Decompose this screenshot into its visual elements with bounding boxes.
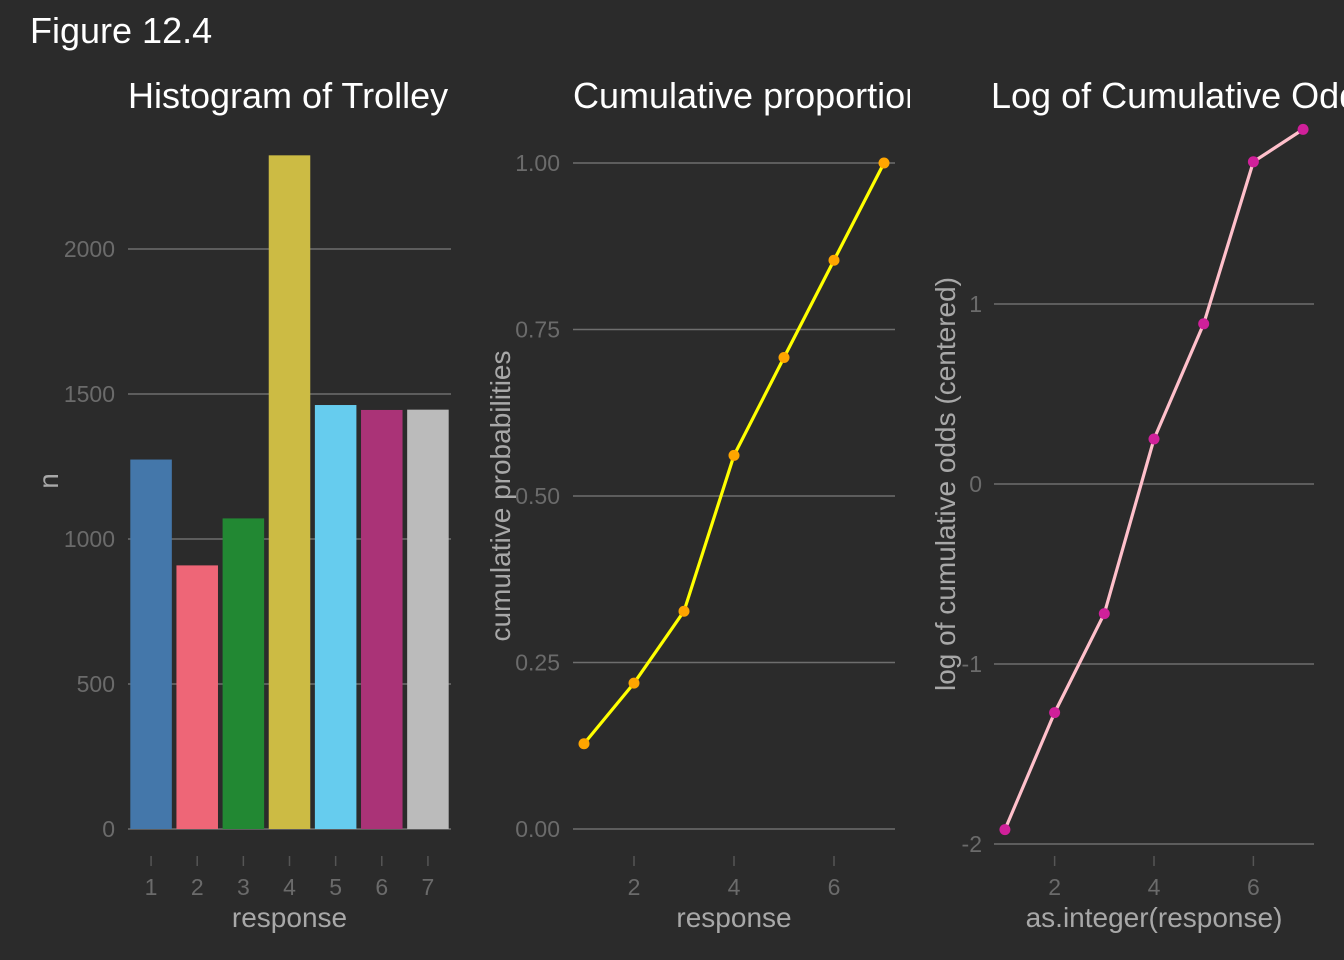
- data-point-3: [678, 605, 690, 617]
- figure-title: Figure 12.4: [30, 10, 213, 51]
- data-point-6: [828, 254, 840, 266]
- y-axis-label: n: [33, 473, 64, 489]
- y-tick-label: 0.75: [515, 317, 560, 343]
- bar-7: [407, 409, 449, 829]
- y-tick-label: 1000: [64, 526, 115, 552]
- cumulative-proportions-panel: Cumulative proportions 0.00 0.25 0.50 0.75 1.…: [485, 75, 943, 933]
- bar-4: [268, 155, 311, 829]
- x-tick-label: 6: [1247, 874, 1260, 900]
- data-point-2: [1049, 707, 1061, 719]
- data-point-4: [1148, 433, 1160, 445]
- series-clip: [578, 157, 890, 750]
- y-tick-label: 0.50: [515, 483, 560, 509]
- data-point-6: [1247, 156, 1259, 168]
- y-tick-label: 0.00: [515, 816, 560, 842]
- panel-title-clip: Cumulative proportions: [573, 75, 943, 116]
- series-clip: [999, 123, 1309, 836]
- x-tick-label: 2: [1048, 874, 1061, 900]
- x-axis-label: as.integer(response): [1026, 902, 1283, 933]
- panel-title: Histogram of Trolley: [128, 75, 448, 116]
- data-point-3: [1098, 608, 1110, 620]
- data-point-2: [628, 677, 640, 689]
- x-tick-label: 7: [422, 874, 435, 900]
- y-tick-label: 1.00: [515, 150, 560, 176]
- bar-1: [130, 459, 172, 829]
- bar-3: [222, 518, 265, 829]
- x-tick-label: 2: [628, 874, 641, 900]
- y-tick-label: -1: [962, 651, 982, 677]
- x-tick-label: 5: [329, 874, 342, 900]
- data-point-1: [999, 824, 1011, 836]
- y-axis-label: log of cumulative odds (centered): [930, 277, 961, 691]
- x-tick-label: 6: [375, 874, 388, 900]
- data-point-5: [778, 351, 790, 363]
- data-point-7: [878, 157, 890, 169]
- data-point-5: [1198, 318, 1210, 330]
- panel-title-clip: Histogram of Trolley: [128, 75, 448, 116]
- y-tick-label: 1: [969, 291, 982, 317]
- bar-2: [176, 565, 218, 829]
- data-point-7: [1297, 123, 1309, 135]
- x-tick-label: 4: [728, 874, 741, 900]
- y-axis-label: cumulative probabilities: [485, 350, 516, 641]
- bar-6: [361, 409, 403, 829]
- y-tick-label: 1500: [64, 381, 115, 407]
- x-axis-label: response: [232, 902, 347, 933]
- panel-title: Cumulative proportions: [573, 75, 943, 116]
- data-point-4: [728, 449, 740, 461]
- y-tick-label: 500: [77, 671, 115, 697]
- data-point-1: [578, 738, 590, 750]
- y-tick-label: -2: [962, 831, 982, 857]
- panel-title: Log of Cumulative Odds: [991, 75, 1344, 116]
- x-tick-label: 2: [191, 874, 204, 900]
- x-tick-label: 3: [237, 874, 250, 900]
- x-tick-label: 4: [283, 874, 296, 900]
- y-tick-label: 0: [102, 816, 115, 842]
- series-line: [1003, 128, 1304, 831]
- y-tick-label: 0.25: [515, 650, 560, 676]
- y-tick-label: 0: [969, 471, 982, 497]
- x-tick-label: 1: [145, 874, 158, 900]
- log-cumulative-odds-panel: Log of Cumulative Odds -2 -1 0 1 as.integer(r…: [930, 75, 1344, 933]
- panel-title-clip: Log of Cumulative Odds: [991, 75, 1344, 116]
- x-tick-label: 4: [1148, 874, 1161, 900]
- x-axis-label: response: [676, 902, 791, 933]
- histogram-panel: Histogram of Trolley 0 500 1000 1500 2000 resp…: [33, 75, 451, 933]
- x-tick-label: 6: [828, 874, 841, 900]
- bar-5: [314, 405, 357, 829]
- y-tick-label: 2000: [64, 236, 115, 262]
